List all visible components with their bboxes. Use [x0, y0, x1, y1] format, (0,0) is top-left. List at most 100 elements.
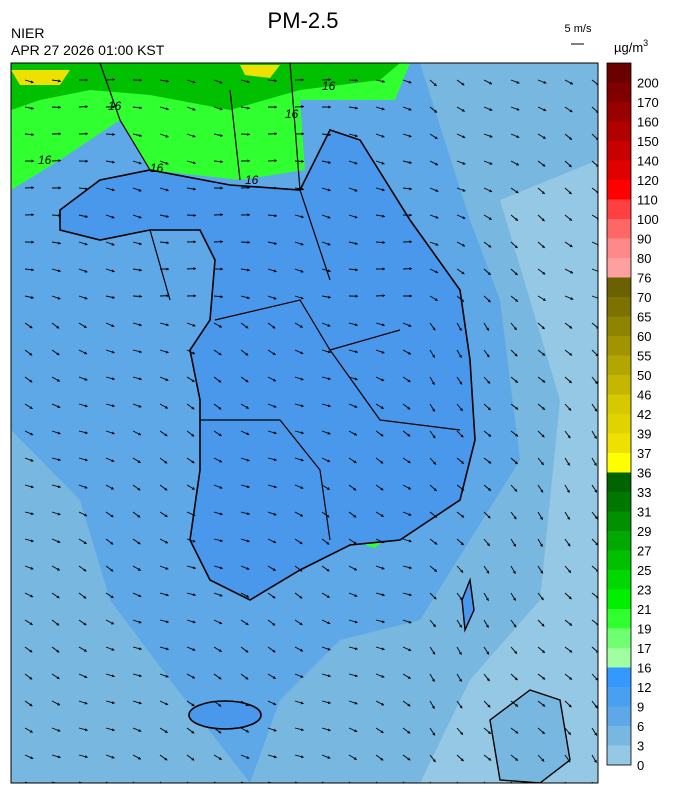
contour-label: 16 — [150, 161, 164, 175]
colorbar-label: 39 — [637, 427, 651, 442]
colorbar-label: 65 — [637, 310, 651, 325]
colorbar-label: 55 — [637, 349, 651, 364]
colorbar-label: 37 — [637, 446, 651, 461]
colorbar-label: 80 — [637, 251, 651, 266]
agency: NIER — [11, 25, 44, 41]
colorbar-band — [607, 219, 631, 239]
colorbar-label: 140 — [637, 154, 659, 169]
wind-arrow-head — [433, 786, 436, 789]
wind-arrow-head — [111, 783, 114, 786]
wind-arrow-head — [541, 786, 544, 789]
title: PM-2.5 — [268, 8, 339, 33]
colorbar-band — [607, 122, 631, 142]
wind-arrow-head — [380, 785, 383, 788]
wind-arrow-head — [327, 784, 330, 787]
colorbar-label: 200 — [637, 76, 659, 91]
colorbar-band — [607, 356, 631, 376]
high-area — [11, 70, 70, 85]
colorbar-label: 46 — [637, 388, 651, 403]
colorbar-band — [607, 668, 631, 688]
colorbar-label: 17 — [637, 641, 651, 656]
colorbar-label: 150 — [637, 134, 659, 149]
colorbar-band — [607, 629, 631, 649]
colorbar-label: 110 — [637, 193, 658, 208]
wind-scale: 5 m/s — [565, 23, 592, 35]
colorbar-band — [607, 434, 631, 454]
colorbar-band — [607, 492, 631, 512]
colorbar-label: 29 — [637, 524, 651, 539]
colorbar-band — [607, 317, 631, 337]
colorbar-label: 170 — [637, 95, 659, 110]
colorbar-band — [607, 473, 631, 493]
unit: µg/m3 — [614, 38, 648, 55]
contour-label: 16 — [285, 107, 299, 121]
colorbar-band — [607, 297, 631, 317]
colorbar-label: 76 — [637, 271, 651, 286]
colorbar: 2001701601501401201101009080767065605550… — [607, 63, 659, 773]
colorbar-band — [607, 707, 631, 727]
colorbar-label: 70 — [637, 290, 651, 305]
colorbar-label: 90 — [637, 232, 651, 247]
colorbar-label: 31 — [637, 505, 651, 520]
colorbar-label: 27 — [637, 544, 651, 559]
colorbar-band — [607, 336, 631, 356]
colorbar-label: 25 — [637, 563, 651, 578]
colorbar-band — [607, 200, 631, 220]
colorbar-label: 3 — [637, 739, 644, 754]
colorbar-band — [607, 83, 631, 103]
colorbar-band — [607, 239, 631, 259]
colorbar-band — [607, 414, 631, 434]
colorbar-label: 23 — [637, 583, 651, 598]
timestamp: APR 27 2026 01:00 KST — [11, 42, 165, 58]
colorbar-band — [607, 141, 631, 161]
colorbar-label: 19 — [637, 622, 651, 637]
wind-arrow-head — [488, 785, 491, 788]
colorbar-label: 9 — [637, 700, 644, 715]
colorbar-label: 100 — [637, 212, 659, 227]
wind-arrow-head — [353, 784, 356, 787]
colorbar-label: 36 — [637, 466, 651, 481]
wind-arrow-head — [137, 784, 140, 787]
colorbar-label: 50 — [637, 368, 651, 383]
colorbar-band — [607, 180, 631, 200]
colorbar-band — [607, 278, 631, 298]
contour-label: 16 — [322, 79, 336, 93]
wind-arrow-head — [408, 784, 411, 787]
wind-arrow-head — [594, 787, 597, 790]
wind-arrow-head — [515, 785, 518, 788]
wind-arrow-head — [461, 785, 464, 788]
colorbar-band — [607, 395, 631, 415]
colorbar-label: 60 — [637, 329, 651, 344]
colorbar-label: 21 — [637, 602, 651, 617]
colorbar-band — [607, 63, 631, 83]
colorbar-label: 160 — [637, 115, 659, 130]
colorbar-label: 0 — [637, 758, 644, 773]
colorbar-label: 33 — [637, 485, 651, 500]
colorbar-label: 42 — [637, 407, 651, 422]
colorbar-label: 12 — [637, 680, 651, 695]
colorbar-band — [607, 453, 631, 473]
wind-arrow-head — [164, 785, 167, 788]
colorbar-band — [607, 746, 631, 766]
colorbar-band — [607, 609, 631, 629]
colorbar-band — [607, 512, 631, 532]
colorbar-label: 16 — [637, 661, 651, 676]
colorbar-band — [607, 102, 631, 122]
contour-label: 16 — [108, 99, 122, 113]
colorbar-band — [607, 726, 631, 746]
wind-arrow-head — [192, 784, 195, 787]
contour-label: 16 — [245, 173, 259, 187]
colorbar-band — [607, 531, 631, 551]
colorbar-band — [607, 161, 631, 181]
colorbar-band — [607, 570, 631, 590]
colorbar-label: 120 — [637, 173, 659, 188]
colorbar-band — [607, 551, 631, 571]
contour-label: 16 — [38, 153, 52, 167]
colorbar-band — [607, 590, 631, 610]
wind-arrow-head — [567, 787, 570, 790]
colorbar-label: 6 — [637, 719, 644, 734]
colorbar-band — [607, 258, 631, 278]
wind-arrow-head — [219, 783, 222, 786]
colorbar-band — [607, 375, 631, 395]
